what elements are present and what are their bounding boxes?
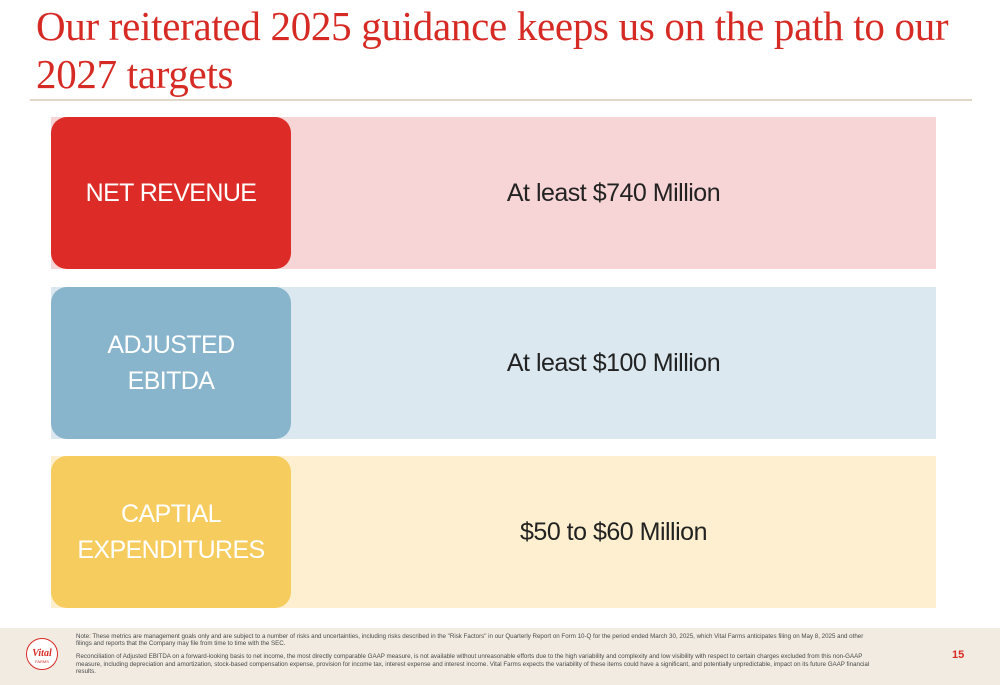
metric-label-capital-expenditures: CAPTIAL EXPENDITURES: [51, 456, 291, 608]
vital-farms-logo-icon: Vital FARMS: [32, 648, 52, 664]
metric-label-text: ADJUSTED EBITDA: [107, 331, 235, 395]
page-number: 15: [952, 649, 965, 661]
footnote-reconciliation: Reconciliation of Adjusted EBITDA on a f…: [76, 653, 870, 675]
svg-text:FARMS: FARMS: [35, 659, 49, 664]
title-divider: [30, 99, 972, 101]
metric-label-text: NET REVENUE: [85, 179, 257, 207]
guidance-row-adjusted-ebitda: ADJUSTED EBITDA At least $100 Million: [51, 287, 936, 439]
metric-label-adjusted-ebitda: ADJUSTED EBITDA: [51, 287, 291, 439]
metric-value-capital-expenditures: $50 to $60 Million: [520, 517, 707, 546]
metric-label-line: EXPENDITURES: [77, 536, 265, 564]
slide-title: Our reiterated 2025 guidance keeps us on…: [36, 3, 949, 97]
svg-text:Vital: Vital: [32, 648, 52, 659]
footnotes: Note: These metrics are management goals…: [76, 633, 876, 675]
guidance-row-net-revenue: NET REVENUE At least $740 Million: [51, 117, 936, 269]
metric-value-adjusted-ebitda: At least $100 Million: [506, 348, 721, 377]
metric-label-line: CAPTIAL: [120, 500, 222, 528]
metric-label-text: CAPTIAL EXPENDITURES: [77, 496, 265, 568]
metric-value-net-revenue: At least $740 Million: [506, 178, 721, 207]
footnote-note: Note: These metrics are management goals…: [76, 633, 864, 648]
metric-label-net-revenue: NET REVENUE: [51, 117, 291, 269]
guidance-row-capital-expenditures: CAPTIAL EXPENDITURES $50 to $60 Million: [51, 456, 936, 608]
footer: Vital FARMS Note: These metrics are mana…: [0, 628, 1000, 685]
vital-farms-logo: Vital FARMS: [26, 638, 58, 670]
